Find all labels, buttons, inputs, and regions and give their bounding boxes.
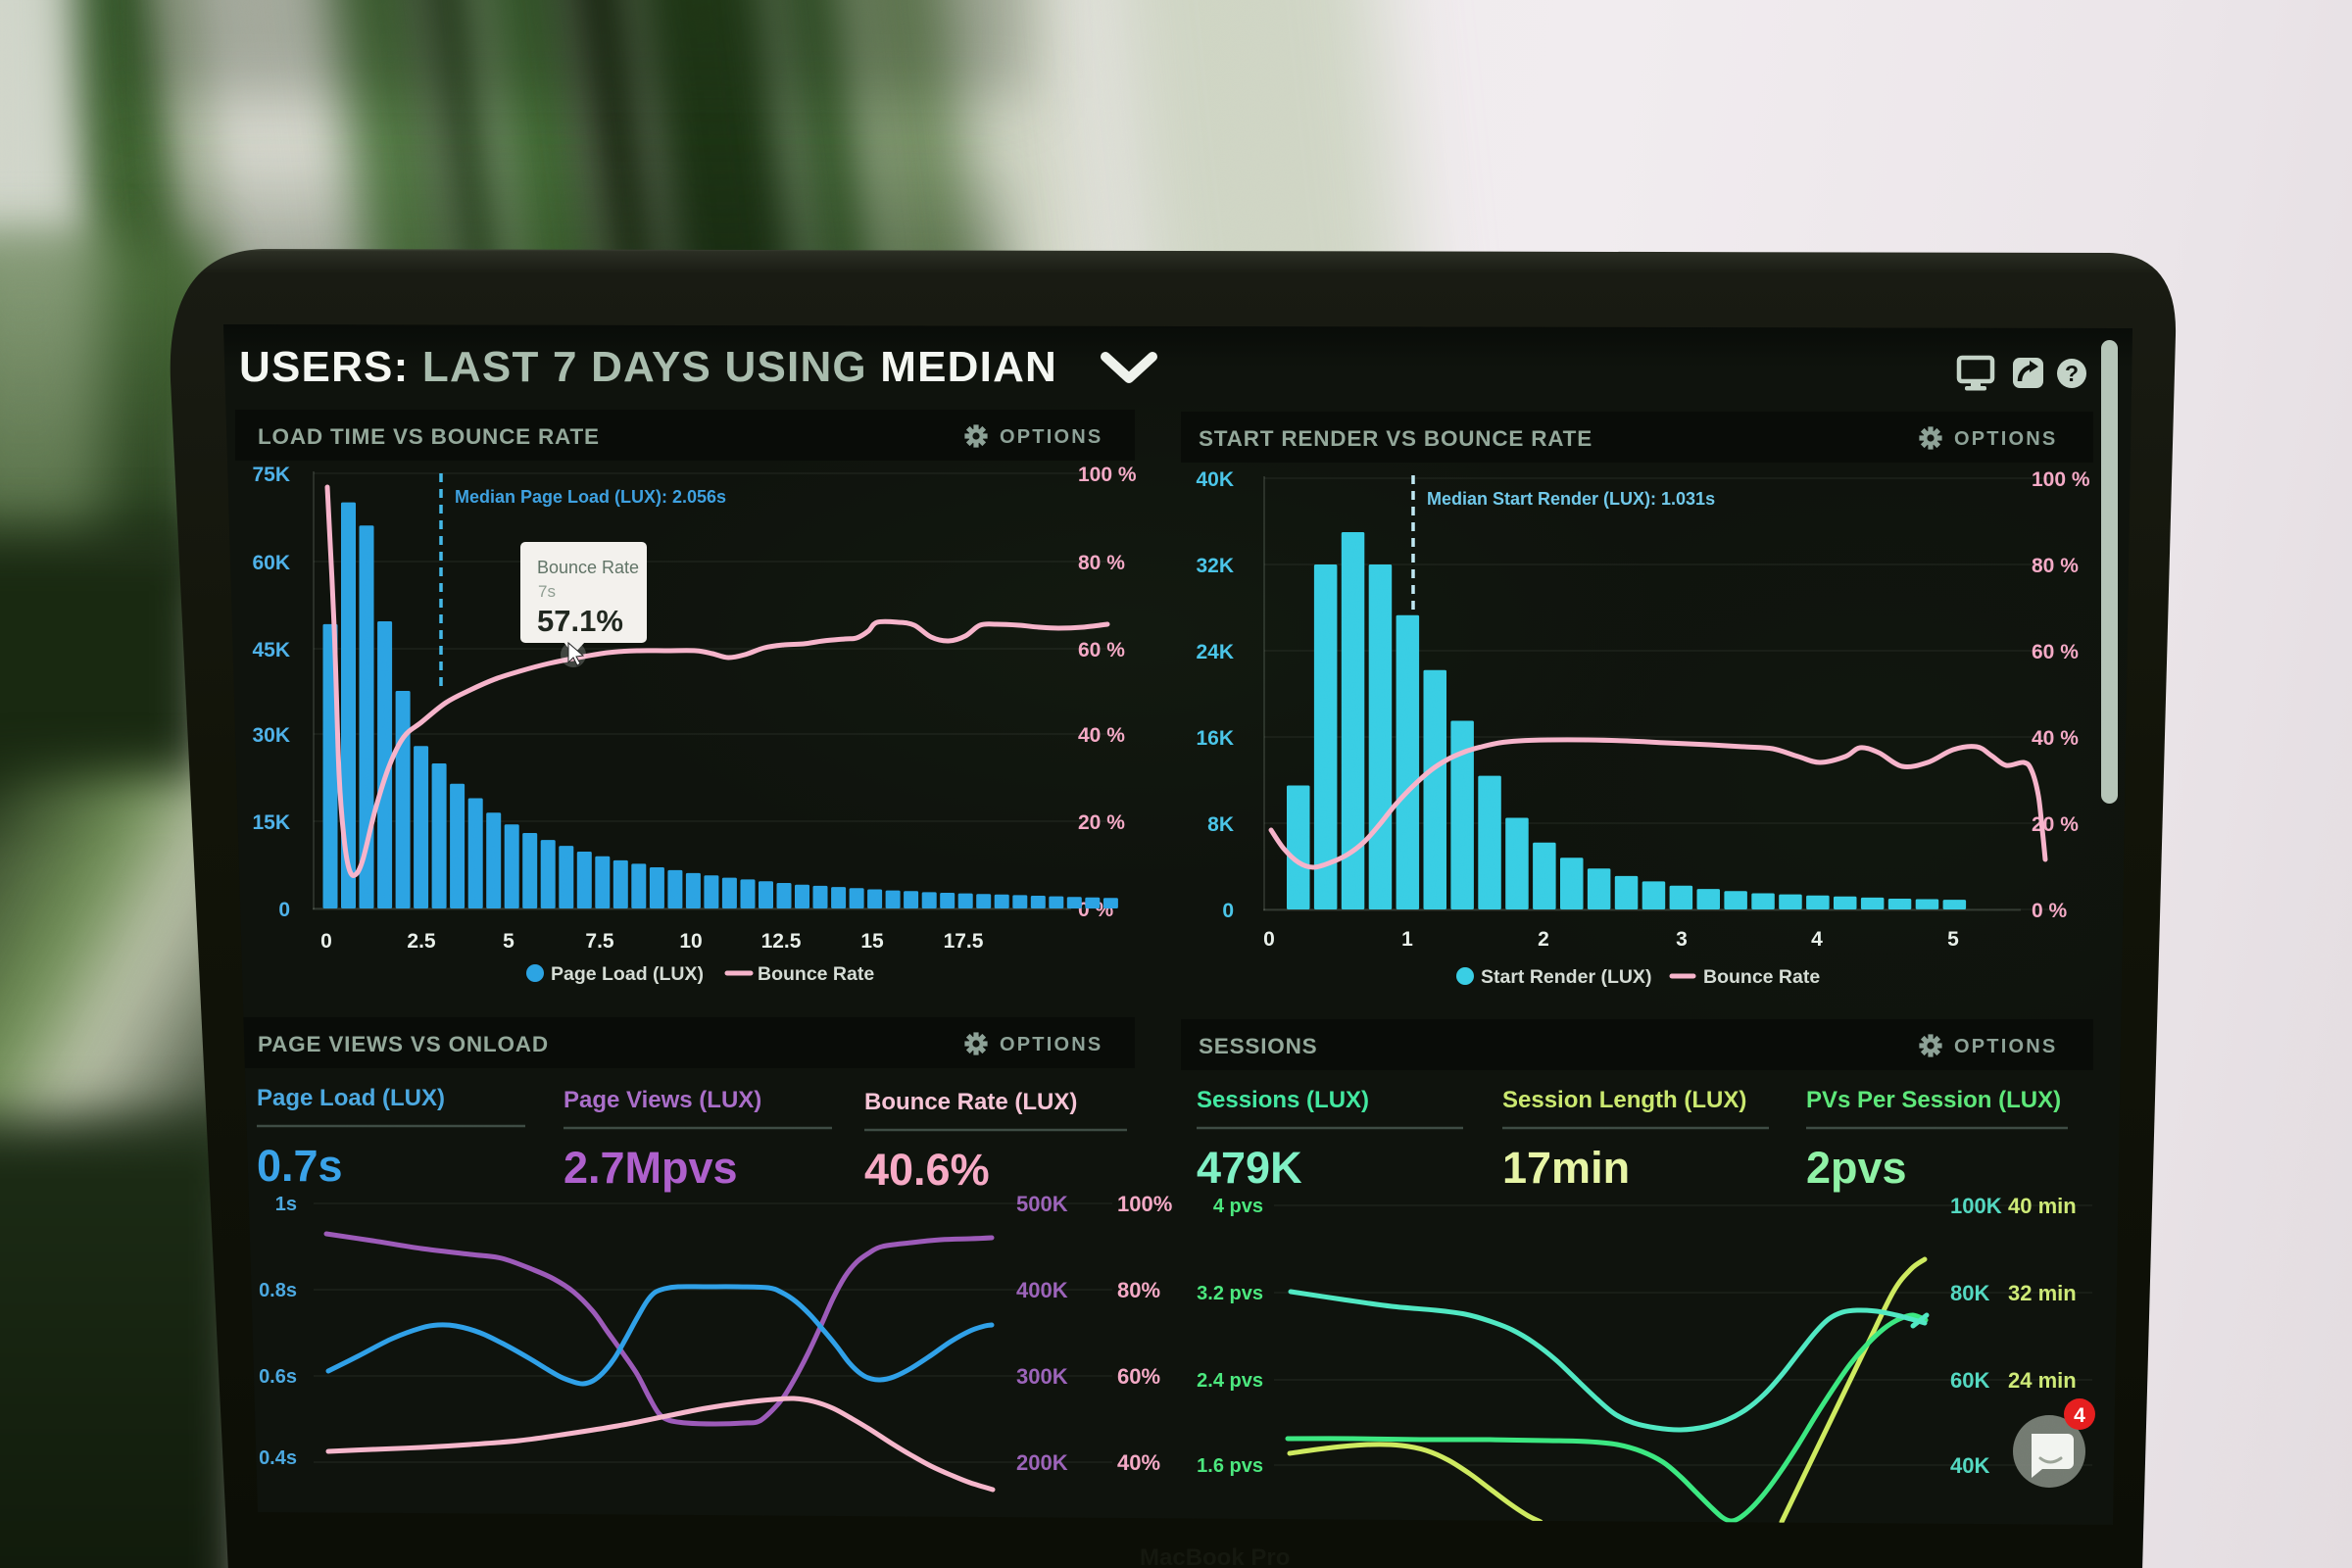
svg-text:4 pvs: 4 pvs — [1213, 1196, 1263, 1217]
svg-text:Session Length (LUX): Session Length (LUX) — [1502, 1087, 1746, 1113]
svg-text:17min: 17min — [1502, 1143, 1630, 1193]
svg-text:OPTIONS: OPTIONS — [1954, 428, 2057, 450]
svg-text:Median Start Render (LUX): 1.0: Median Start Render (LUX): 1.031s — [1427, 489, 1715, 509]
svg-text:40%: 40% — [1117, 1450, 1160, 1475]
svg-text:Median Page Load (LUX): 2.056s: Median Page Load (LUX): 2.056s — [455, 487, 726, 507]
svg-text:5: 5 — [503, 930, 514, 953]
svg-text:USERS: LAST 7 DAYS USING MEDIA: USERS: LAST 7 DAYS USING MEDIAN — [239, 343, 1057, 391]
svg-text:0.7s: 0.7s — [257, 1141, 343, 1191]
svg-text:0: 0 — [1222, 900, 1234, 922]
svg-text:24 min: 24 min — [2008, 1368, 2077, 1393]
svg-text:PAGE VIEWS VS ONLOAD: PAGE VIEWS VS ONLOAD — [258, 1032, 549, 1056]
svg-text:32 min: 32 min — [2008, 1281, 2077, 1305]
svg-text:1: 1 — [1401, 928, 1413, 951]
svg-text:60K: 60K — [252, 552, 290, 574]
svg-text:40 %: 40 % — [1078, 724, 1125, 747]
svg-text:7.5: 7.5 — [585, 930, 614, 953]
svg-text:80K: 80K — [1950, 1281, 1989, 1305]
svg-text:0: 0 — [278, 899, 290, 921]
svg-text:0: 0 — [1263, 928, 1275, 951]
svg-text:16K: 16K — [1196, 727, 1234, 750]
svg-text:0 %: 0 % — [2032, 900, 2068, 922]
svg-text:100K: 100K — [1950, 1194, 2002, 1218]
svg-text:45K: 45K — [252, 639, 290, 662]
svg-text:479K: 479K — [1197, 1143, 1302, 1193]
svg-text:START RENDER VS BOUNCE RATE: START RENDER VS BOUNCE RATE — [1199, 426, 1592, 451]
svg-text:80%: 80% — [1117, 1278, 1160, 1302]
svg-text:12.5: 12.5 — [761, 930, 802, 953]
svg-text:2.5: 2.5 — [407, 930, 436, 953]
svg-text:500K: 500K — [1016, 1192, 1068, 1216]
svg-text:SESSIONS: SESSIONS — [1199, 1034, 1317, 1058]
svg-text:2: 2 — [1538, 928, 1549, 951]
svg-text:17.5: 17.5 — [944, 930, 984, 953]
svg-text:60%: 60% — [1117, 1364, 1160, 1389]
svg-text:40 %: 40 % — [2032, 727, 2079, 750]
svg-text:40 min: 40 min — [2008, 1194, 2077, 1218]
svg-text:4: 4 — [2074, 1404, 2085, 1427]
svg-text:4: 4 — [1811, 928, 1823, 951]
svg-text:100 %: 100 % — [1078, 464, 1137, 486]
svg-text:0.6s: 0.6s — [259, 1366, 297, 1388]
svg-text:0: 0 — [320, 930, 332, 953]
svg-text:?: ? — [2065, 361, 2079, 386]
svg-text:Start Render (LUX): Start Render (LUX) — [1481, 966, 1651, 988]
svg-text:400K: 400K — [1016, 1278, 1068, 1302]
svg-text:60 %: 60 % — [2032, 641, 2079, 663]
svg-text:2.7Mpvs: 2.7Mpvs — [564, 1143, 738, 1193]
svg-text:PVs Per Session (LUX): PVs Per Session (LUX) — [1806, 1087, 2061, 1113]
svg-text:40K: 40K — [1950, 1453, 1989, 1478]
svg-text:15: 15 — [860, 930, 884, 953]
svg-text:OPTIONS: OPTIONS — [1000, 1034, 1102, 1055]
svg-text:100 %: 100 % — [2032, 468, 2090, 491]
svg-text:0.4s: 0.4s — [259, 1447, 297, 1469]
svg-text:300K: 300K — [1016, 1364, 1068, 1389]
svg-text:80 %: 80 % — [2032, 555, 2079, 577]
svg-text:Bounce Rate: Bounce Rate — [1703, 966, 1820, 988]
svg-text:40.6%: 40.6% — [864, 1145, 990, 1195]
svg-text:10: 10 — [679, 930, 702, 953]
svg-text:80 %: 80 % — [1078, 552, 1125, 574]
svg-text:75K: 75K — [252, 464, 290, 486]
svg-text:2pvs: 2pvs — [1806, 1143, 1907, 1193]
svg-text:1s: 1s — [275, 1194, 297, 1215]
svg-text:8K: 8K — [1207, 813, 1234, 836]
svg-text:100%: 100% — [1117, 1192, 1172, 1216]
svg-text:Page Views (LUX): Page Views (LUX) — [564, 1087, 761, 1113]
svg-text:LOAD TIME VS BOUNCE RATE: LOAD TIME VS BOUNCE RATE — [258, 424, 600, 449]
svg-text:200K: 200K — [1016, 1450, 1068, 1475]
svg-text:60K: 60K — [1950, 1368, 1989, 1393]
svg-text:3.2 pvs: 3.2 pvs — [1197, 1283, 1263, 1304]
svg-text:Page Load (LUX): Page Load (LUX) — [257, 1085, 445, 1111]
svg-text:Page Load (LUX): Page Load (LUX) — [551, 963, 704, 985]
svg-text:1.6 pvs: 1.6 pvs — [1197, 1455, 1263, 1477]
svg-text:Bounce Rate (LUX): Bounce Rate (LUX) — [864, 1089, 1077, 1115]
svg-text:20 %: 20 % — [1078, 811, 1125, 834]
svg-text:3: 3 — [1676, 928, 1688, 951]
svg-text:24K: 24K — [1196, 641, 1234, 663]
svg-text:Bounce Rate: Bounce Rate — [537, 558, 639, 577]
svg-text:OPTIONS: OPTIONS — [1954, 1036, 2057, 1057]
svg-text:57.1%: 57.1% — [537, 604, 623, 638]
svg-text:0.8s: 0.8s — [259, 1280, 297, 1301]
svg-text:OPTIONS: OPTIONS — [1000, 426, 1102, 448]
svg-text:Bounce Rate: Bounce Rate — [758, 963, 874, 985]
svg-text:Sessions (LUX): Sessions (LUX) — [1197, 1087, 1369, 1113]
svg-text:5: 5 — [1947, 928, 1959, 951]
svg-text:7s: 7s — [538, 582, 556, 601]
svg-text:30K: 30K — [252, 724, 290, 747]
svg-text:40K: 40K — [1196, 468, 1234, 491]
svg-text:2.4 pvs: 2.4 pvs — [1197, 1370, 1263, 1392]
svg-text:32K: 32K — [1196, 555, 1234, 577]
svg-text:15K: 15K — [252, 811, 290, 834]
svg-text:60 %: 60 % — [1078, 639, 1125, 662]
